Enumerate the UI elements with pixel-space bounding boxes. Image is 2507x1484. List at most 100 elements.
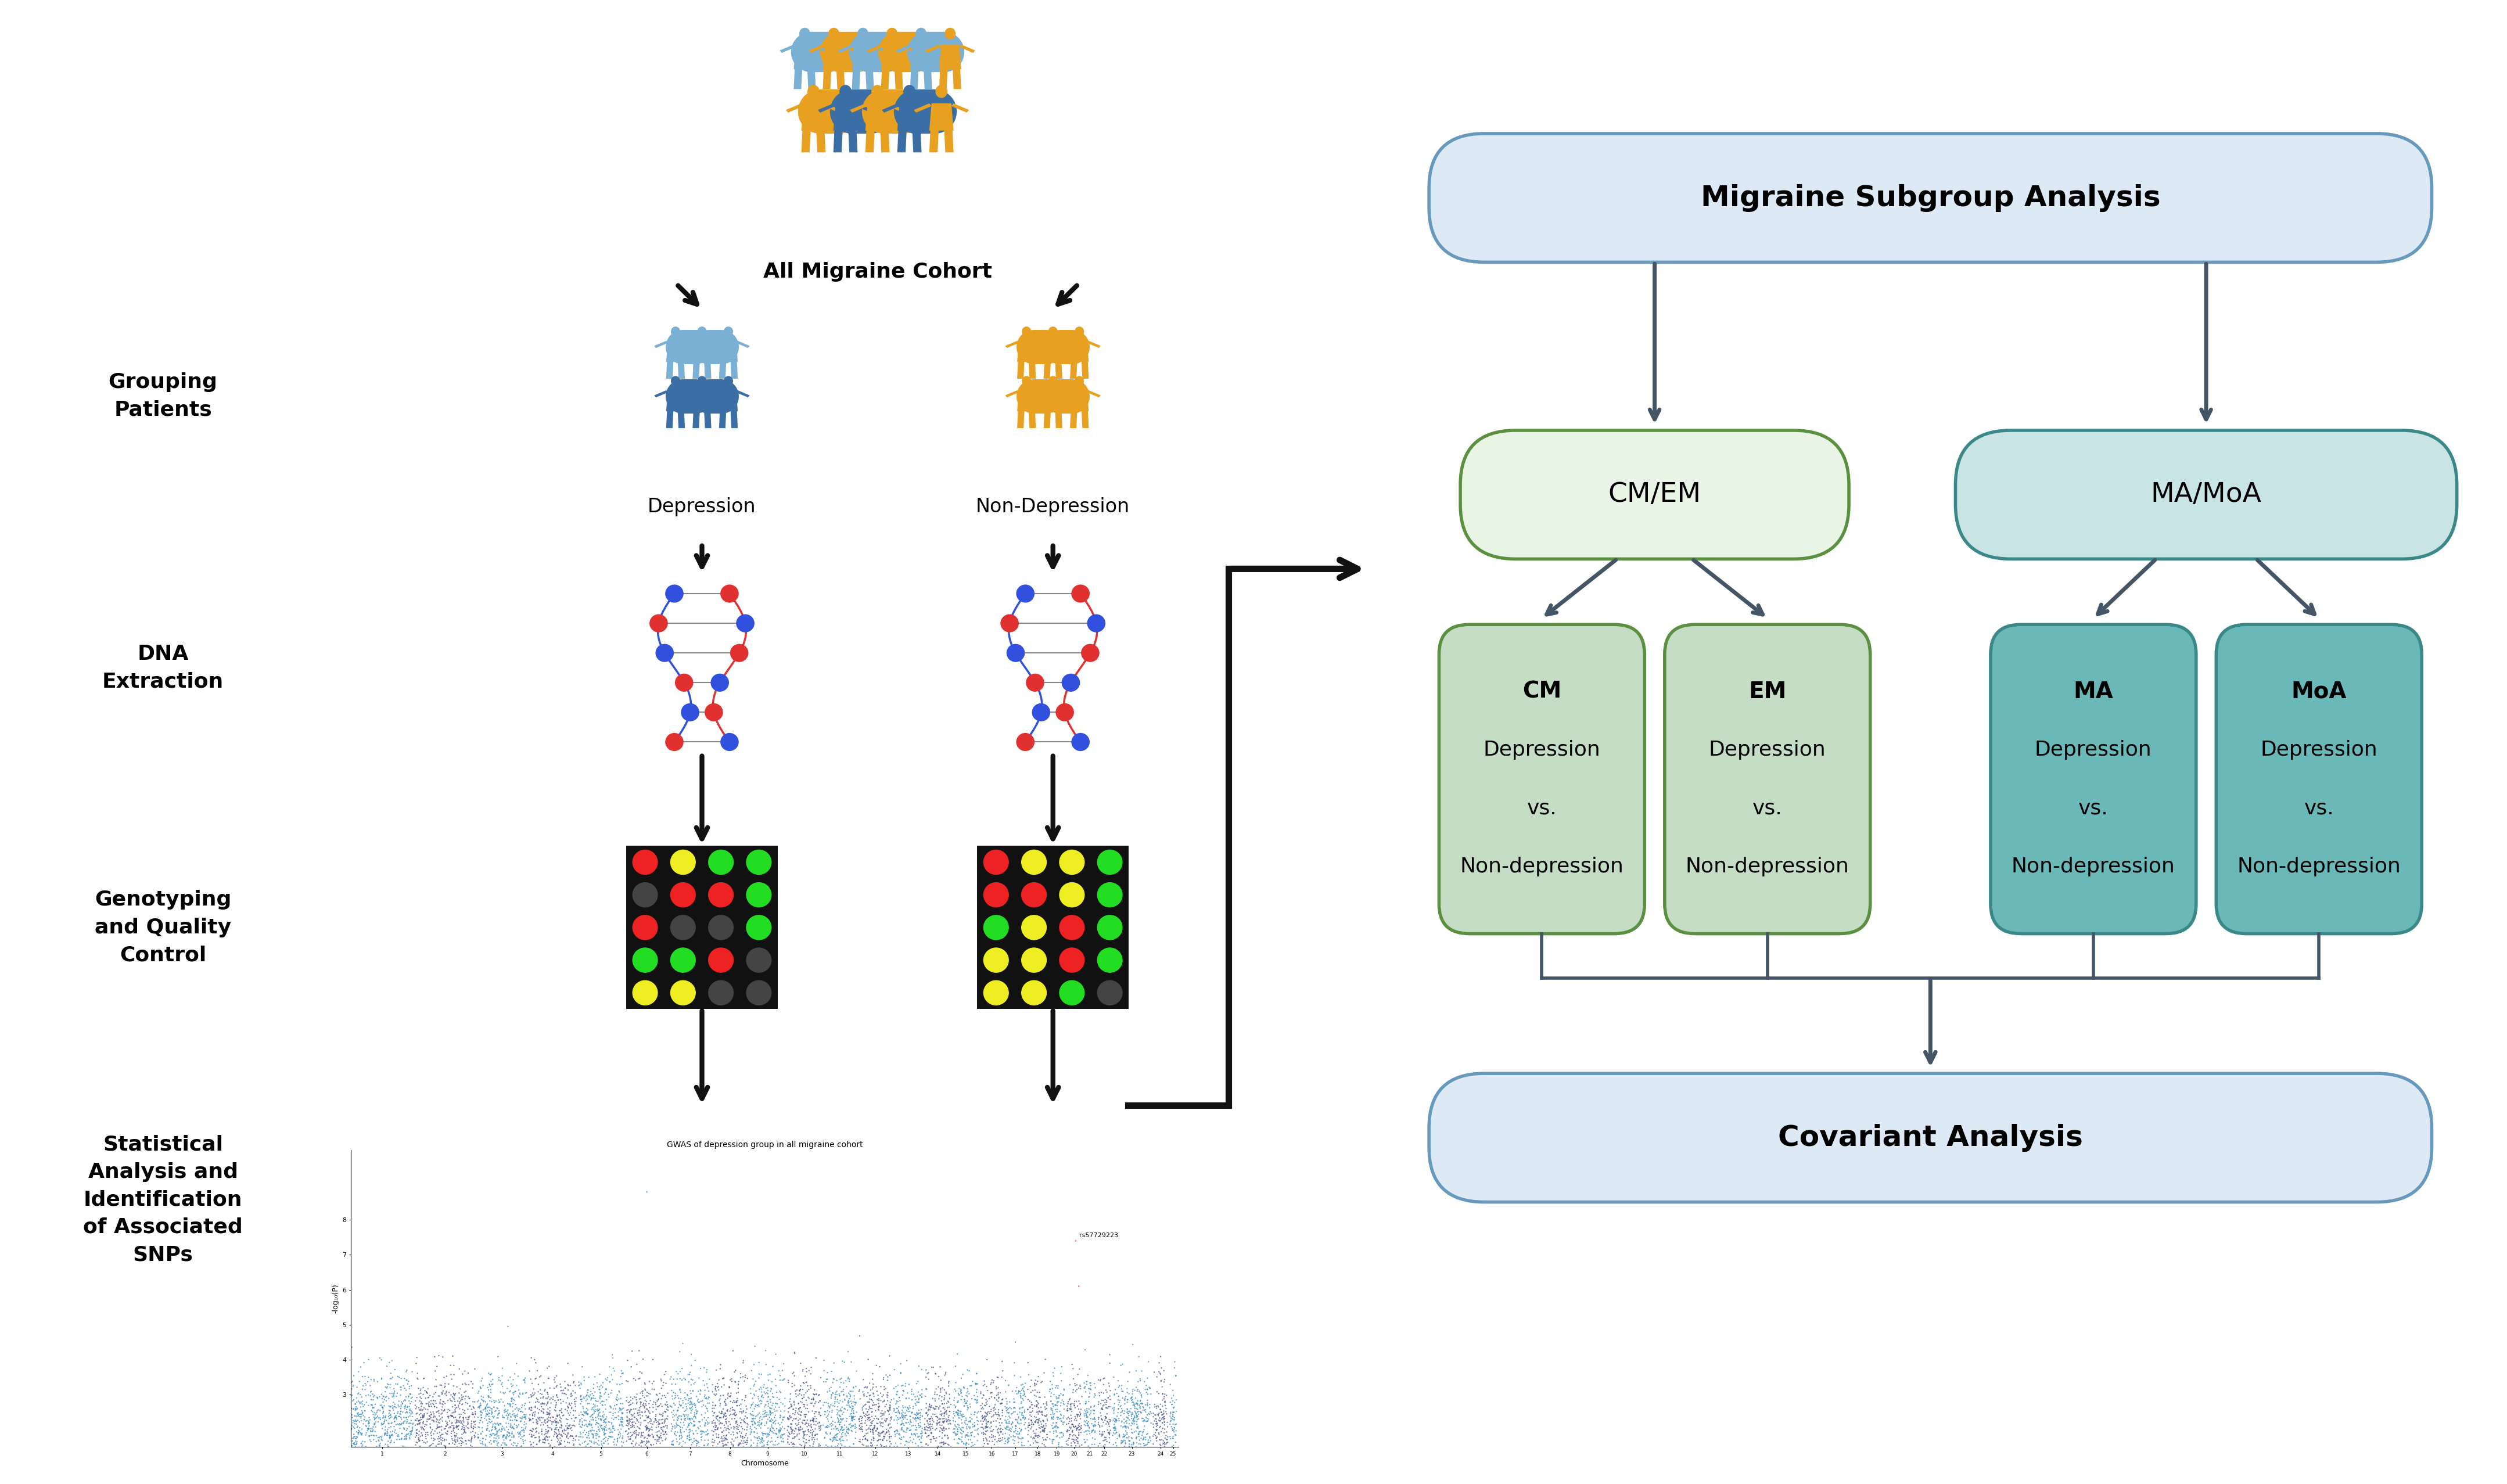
Point (852, 1425, 892, 1448)
Point (1033, 1428, 1073, 1451)
Point (461, 1437, 501, 1460)
Point (549, 1431, 589, 1454)
Point (677, 1456, 717, 1480)
Point (446, 1444, 486, 1468)
Point (782, 1420, 822, 1444)
Point (436, 1393, 476, 1417)
Point (664, 1382, 704, 1405)
Point (867, 1434, 908, 1457)
Point (399, 1423, 439, 1447)
Point (1023, 1428, 1063, 1451)
Point (469, 1373, 509, 1396)
Point (1098, 1393, 1138, 1417)
Point (371, 1382, 411, 1405)
Point (995, 1396, 1035, 1420)
Point (697, 1426, 737, 1450)
Point (431, 1411, 471, 1435)
Point (426, 1417, 466, 1441)
Point (406, 1410, 446, 1434)
Point (351, 1462, 391, 1484)
Point (486, 1399, 526, 1423)
Point (787, 1431, 827, 1454)
Point (1053, 1414, 1093, 1438)
Point (857, 1434, 898, 1457)
Point (709, 1404, 750, 1428)
Point (725, 1349, 765, 1373)
Point (564, 1401, 604, 1425)
Point (544, 1435, 584, 1459)
Point (1113, 1401, 1153, 1425)
Point (419, 1429, 459, 1453)
Point (1091, 1420, 1131, 1444)
Point (1148, 1410, 1188, 1434)
Point (1151, 1401, 1191, 1425)
Point (634, 1447, 674, 1471)
Point (709, 1402, 750, 1426)
Point (775, 1402, 815, 1426)
Point (607, 1405, 647, 1429)
Point (386, 1368, 426, 1392)
Point (1108, 1402, 1148, 1426)
Point (539, 1422, 579, 1445)
Point (504, 1419, 544, 1442)
Point (629, 1407, 669, 1431)
Point (431, 1395, 471, 1419)
Point (1153, 1439, 1193, 1463)
Point (341, 1422, 381, 1445)
Point (579, 1388, 619, 1411)
Polygon shape (898, 129, 908, 153)
Point (772, 1405, 812, 1429)
Point (511, 1382, 552, 1405)
Point (923, 1426, 963, 1450)
Point (827, 1367, 867, 1391)
Point (386, 1395, 426, 1419)
Point (396, 1408, 436, 1432)
Circle shape (1060, 948, 1086, 972)
Point (1040, 1441, 1081, 1465)
Point (1081, 1396, 1121, 1420)
Point (474, 1422, 514, 1445)
Point (810, 1444, 850, 1468)
Point (489, 1417, 529, 1441)
Point (682, 1454, 722, 1478)
Point (983, 1468, 1023, 1484)
Point (386, 1408, 426, 1432)
Point (855, 1426, 895, 1450)
Point (822, 1416, 862, 1439)
Point (469, 1410, 509, 1434)
Point (1116, 1410, 1156, 1434)
Point (735, 1404, 775, 1428)
Point (940, 1417, 980, 1441)
Point (842, 1395, 882, 1419)
Point (594, 1414, 634, 1438)
Point (1156, 1364, 1196, 1388)
Point (572, 1402, 612, 1426)
Point (1033, 1364, 1073, 1388)
Point (682, 1422, 722, 1445)
Point (1151, 1413, 1191, 1437)
Point (1121, 1392, 1161, 1416)
Point (612, 1420, 652, 1444)
Point (697, 1416, 737, 1439)
Point (945, 1423, 985, 1447)
Point (343, 1411, 384, 1435)
Point (552, 1401, 592, 1425)
Point (762, 1425, 802, 1448)
Point (509, 1407, 549, 1431)
Point (807, 1407, 847, 1431)
Point (990, 1391, 1030, 1414)
Point (1058, 1373, 1098, 1396)
Point (426, 1414, 466, 1438)
Point (1111, 1389, 1151, 1413)
Point (785, 1419, 825, 1442)
Point (1015, 1438, 1055, 1462)
Circle shape (669, 916, 694, 939)
Point (908, 1419, 948, 1442)
Point (451, 1426, 491, 1450)
Point (735, 1396, 775, 1420)
Point (459, 1423, 499, 1447)
Point (714, 1404, 755, 1428)
Point (765, 1423, 805, 1447)
Point (414, 1422, 454, 1445)
Point (587, 1426, 627, 1450)
